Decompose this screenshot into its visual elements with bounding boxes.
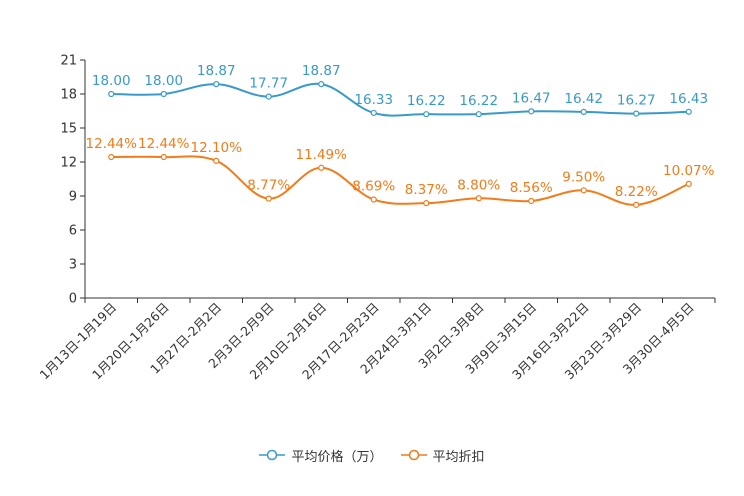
data-point [265,93,272,100]
y-tick-label: 15 [60,122,77,137]
data-label: 12.44% [138,136,190,152]
data-point [580,108,587,116]
data-label: 16.33 [354,92,393,108]
data-point [213,157,220,164]
data-label: 8.80% [457,177,500,193]
data-label: 16.27 [617,93,656,109]
data-label: 8.56% [510,180,553,196]
data-point [475,195,482,202]
data-point [318,164,325,171]
y-tick-label: 21 [60,54,77,69]
data-label: 9.50% [562,169,605,185]
data-label: 18.87 [197,63,236,79]
data-label: 17.77 [249,76,288,92]
data-point [580,187,587,194]
legend: 平均价格（万） 平均折扣 [0,445,744,465]
data-point [160,153,167,161]
legend-item-discount[interactable]: 平均折扣 [400,446,485,465]
data-label: 10.07% [663,163,715,179]
data-point [685,108,692,115]
legend-label-discount: 平均折扣 [432,449,485,465]
data-point [265,195,272,202]
legend-item-price[interactable]: 平均价格（万） [259,446,383,465]
data-label: 8.69% [352,179,395,195]
legend-swatch-discount [400,449,427,461]
data-point [160,90,167,98]
data-label: 18.87 [302,63,341,79]
y-tick-label: 6 [69,224,77,239]
data-label: 16.43 [669,91,708,107]
y-tick-label: 9 [69,190,77,205]
legend-swatch-price [259,449,286,461]
data-point [108,90,115,98]
data-label: 11.49% [296,147,348,163]
y-tick-label: 18 [60,88,77,103]
data-point [370,196,377,203]
data-label: 12.10% [191,140,243,156]
data-label: 8.77% [247,178,290,194]
data-point [633,201,640,208]
data-point [685,180,692,187]
y-tick-label: 0 [69,292,77,307]
data-point [633,110,640,117]
data-label: 18.00 [92,73,131,89]
data-label: 16.22 [407,93,446,109]
data-point [528,108,535,115]
data-point [318,81,325,88]
y-tick-label: 12 [60,156,77,171]
data-label: 16.47 [512,90,551,106]
data-label: 16.22 [459,93,498,109]
legend-label-price: 平均价格（万） [291,449,383,465]
data-point [423,200,430,207]
data-point [475,111,482,118]
line-chart: 0369121518211月13日-1月19日1月20日-1月26日1月27日-… [36,54,716,382]
data-point [108,153,115,161]
series-line-0 [111,82,689,117]
data-point [528,197,535,205]
data-label: 18.00 [144,73,183,89]
data-point [213,81,220,88]
data-point [423,111,430,118]
y-tick-label: 3 [69,258,77,273]
data-label: 8.37% [405,182,448,198]
data-label: 16.42 [564,91,603,107]
data-point [370,109,377,117]
data-label: 8.22% [615,184,658,200]
data-label: 12.44% [86,136,138,152]
